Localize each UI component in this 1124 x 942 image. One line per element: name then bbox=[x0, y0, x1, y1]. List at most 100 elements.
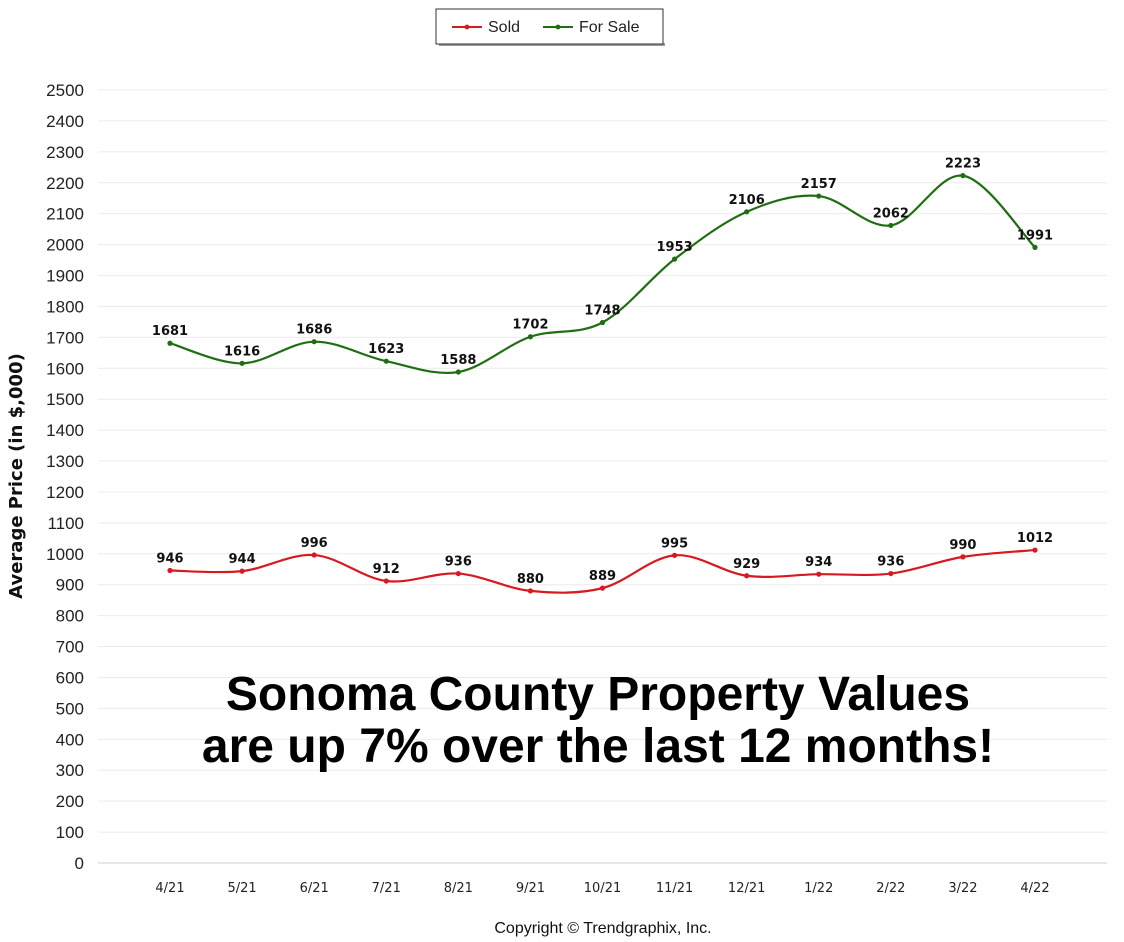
data-label: 1681 bbox=[152, 324, 188, 339]
y-axis-ticks: 0 100 200 300 400 500 600 700 800 900 1000 1100 1200… bbox=[46, 81, 84, 873]
y-tick-label: 2300 bbox=[46, 143, 84, 162]
data-label: 1616 bbox=[224, 344, 260, 359]
x-tick-label: 4/21 bbox=[155, 881, 184, 896]
data-label: 1748 bbox=[584, 304, 620, 319]
y-tick-label: 2200 bbox=[46, 174, 84, 193]
y-tick-label: 700 bbox=[56, 638, 84, 657]
data-label: 946 bbox=[156, 551, 183, 566]
x-tick-label: 5/21 bbox=[227, 881, 256, 896]
data-label: 995 bbox=[661, 536, 688, 551]
data-point bbox=[671, 552, 678, 558]
data-label: 889 bbox=[589, 569, 616, 584]
y-tick-label: 400 bbox=[56, 730, 84, 749]
data-label: 880 bbox=[517, 572, 544, 587]
x-tick-label: 12/21 bbox=[728, 881, 765, 896]
data-point bbox=[527, 334, 534, 340]
y-tick-label: 1100 bbox=[47, 514, 84, 533]
data-label: 990 bbox=[949, 538, 976, 553]
data-point bbox=[1032, 547, 1038, 553]
data-label: 996 bbox=[301, 536, 328, 551]
y-tick-label: 2500 bbox=[46, 81, 84, 100]
annotation-line-1: Sonoma County Property Values bbox=[226, 668, 970, 721]
x-tick-label: 4/22 bbox=[1020, 881, 1049, 896]
data-point bbox=[167, 340, 173, 346]
y-tick-label: 2000 bbox=[46, 236, 84, 255]
x-tick-label: 8/21 bbox=[444, 881, 473, 896]
data-label: 936 bbox=[877, 555, 904, 570]
y-tick-label: 1900 bbox=[46, 267, 84, 286]
data-label: 2106 bbox=[729, 193, 765, 208]
data-point bbox=[167, 567, 173, 574]
y-tick-label: 1300 bbox=[46, 452, 84, 471]
data-label: 929 bbox=[733, 557, 760, 572]
data-label: 1623 bbox=[368, 342, 404, 357]
series-layer: 946 944 996 912 936 880 889 995 929 934 936 990 1012… bbox=[152, 157, 1053, 594]
y-tick-label: 2400 bbox=[46, 112, 84, 131]
y-tick-label: 100 bbox=[56, 823, 84, 842]
legend-label: For Sale bbox=[579, 19, 640, 36]
data-label: 1953 bbox=[656, 240, 692, 255]
x-tick-label: 9/21 bbox=[516, 881, 545, 896]
data-label: 936 bbox=[445, 555, 472, 570]
x-tick-label: 10/21 bbox=[584, 881, 621, 896]
data-label: 1588 bbox=[440, 353, 476, 368]
data-point bbox=[383, 578, 389, 584]
y-tick-label: 1700 bbox=[46, 328, 84, 347]
y-tick-label: 1600 bbox=[46, 359, 84, 378]
data-point bbox=[888, 222, 894, 229]
data-point bbox=[239, 360, 245, 366]
y-tick-label: 900 bbox=[56, 576, 84, 595]
y-tick-label: 2100 bbox=[46, 205, 84, 224]
data-point bbox=[599, 585, 606, 591]
data-label: 2062 bbox=[873, 206, 909, 221]
y-tick-label: 1200 bbox=[46, 483, 84, 502]
data-point bbox=[383, 358, 389, 364]
data-point bbox=[311, 552, 317, 558]
data-point bbox=[816, 193, 822, 199]
y-tick-label: 600 bbox=[56, 668, 84, 687]
data-point bbox=[960, 173, 966, 179]
x-tick-label: 7/21 bbox=[372, 881, 401, 896]
data-label: 944 bbox=[229, 552, 256, 567]
data-point bbox=[527, 588, 534, 594]
data-point bbox=[744, 573, 750, 579]
data-point bbox=[816, 571, 822, 577]
data-point bbox=[311, 339, 317, 345]
y-tick-label: 1000 bbox=[46, 545, 84, 564]
legend-label: Sold bbox=[488, 19, 520, 36]
y-tick-label: 200 bbox=[56, 792, 84, 811]
data-point bbox=[599, 319, 606, 326]
y-tick-label: 300 bbox=[56, 761, 84, 780]
x-tick-label: 11/21 bbox=[656, 881, 693, 896]
data-label: 1702 bbox=[512, 318, 548, 333]
x-tick-label: 6/21 bbox=[300, 881, 329, 896]
series-for-sale: 1681 1616 1686 1623 1588 1702 1748 1953 2106 2157… bbox=[152, 157, 1053, 375]
annotation-line-2: are up 7% over the last 12 months! bbox=[202, 720, 994, 773]
x-tick-label: 1/22 bbox=[804, 881, 833, 896]
series-sold: 946 944 996 912 936 880 889 995 929 934 936 990 1012 bbox=[156, 531, 1053, 594]
x-tick-label: 3/22 bbox=[948, 881, 977, 896]
data-label: 1012 bbox=[1017, 531, 1053, 546]
y-tick-label: 0 bbox=[75, 854, 84, 873]
data-label: 912 bbox=[373, 562, 400, 577]
data-point bbox=[671, 256, 678, 262]
y-tick-label: 1400 bbox=[46, 421, 84, 440]
data-point bbox=[1032, 244, 1038, 250]
data-label: 934 bbox=[805, 555, 832, 570]
y-tick-label: 1800 bbox=[46, 297, 84, 316]
data-point bbox=[455, 369, 461, 375]
y-axis-label: Average Price (in $,000) bbox=[6, 353, 27, 599]
x-axis-ticks: 4/21 5/21 6/21 7/21 8/21 9/21 10/21 11/21 12/21 1… bbox=[155, 881, 1049, 896]
data-point bbox=[960, 554, 966, 560]
gridlines bbox=[98, 89, 1107, 864]
data-label: 2223 bbox=[945, 157, 981, 172]
y-tick-label: 800 bbox=[56, 607, 84, 626]
data-point bbox=[455, 570, 461, 577]
data-point bbox=[239, 568, 245, 574]
legend-swatch-marker bbox=[555, 24, 561, 30]
data-point bbox=[888, 570, 894, 577]
y-tick-label: 500 bbox=[56, 699, 84, 718]
legend-swatch-marker bbox=[464, 24, 470, 30]
